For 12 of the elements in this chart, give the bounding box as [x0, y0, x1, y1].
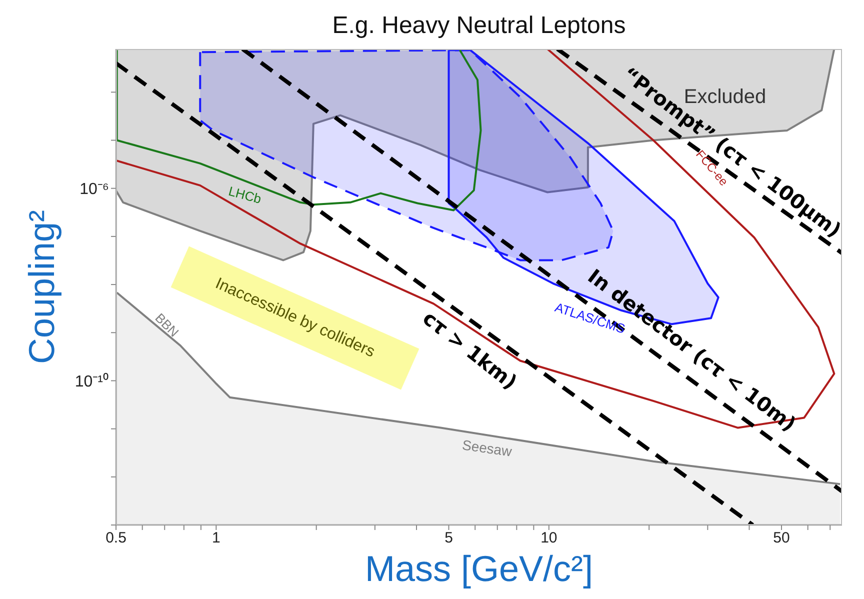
- x-tick-label: 0.5: [106, 530, 126, 547]
- y-tick-label: 10⁻¹⁰: [74, 372, 109, 390]
- y-axis-title: Coupling²: [21, 210, 63, 364]
- x-tick-label: 50: [773, 530, 790, 547]
- x-tick-label: 5: [444, 530, 453, 547]
- x-tick-label: 1: [212, 530, 220, 547]
- chart-title: E.g. Heavy Neutral Leptons: [331, 12, 627, 40]
- annotation: LHCb: [227, 183, 263, 207]
- x-axis-title: Mass [GeV/c²]: [364, 548, 594, 590]
- y-tick-label: 10⁻⁶: [80, 181, 109, 198]
- annotation: Seesaw: [461, 436, 514, 460]
- x-tick-label: 10: [540, 530, 558, 547]
